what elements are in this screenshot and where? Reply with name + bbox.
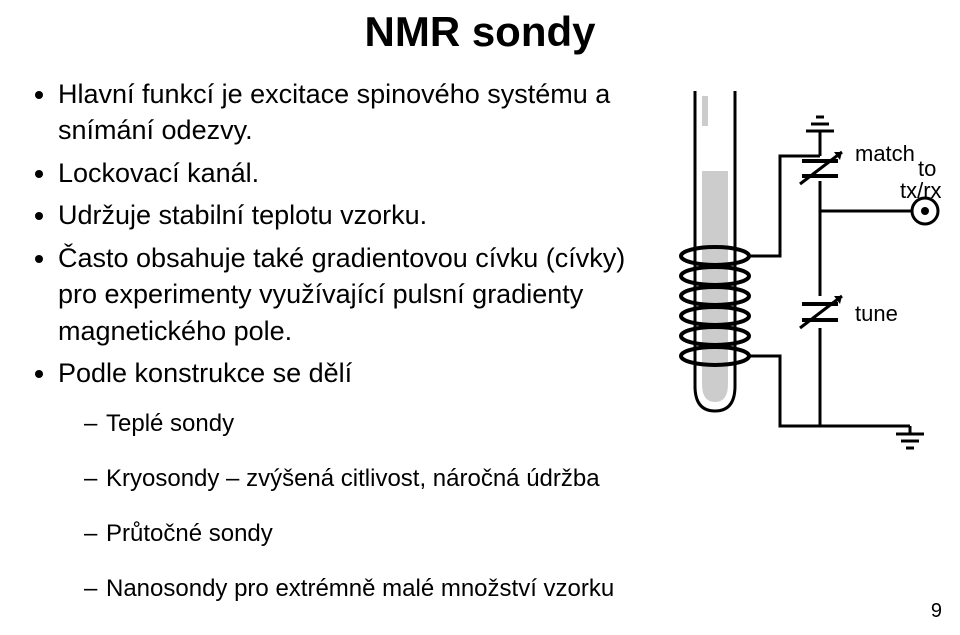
bullet-5-text: Podle konstrukce se dělí <box>58 358 352 388</box>
coil-icon <box>681 247 749 365</box>
bullet-2: Lockovací kanál. <box>58 155 660 191</box>
content-area: Hlavní funkcí je excitace spinového syst… <box>0 76 960 628</box>
bullet-5: Podle konstrukce se dělí Teplé sondy Kry… <box>58 355 660 604</box>
text-column: Hlavní funkcí je excitace spinového syst… <box>40 76 660 628</box>
page-title: NMR sondy <box>0 8 960 56</box>
main-list: Hlavní funkcí je excitace spinového syst… <box>40 76 660 604</box>
bullet-3: Udržuje stabilní teplotu vzorku. <box>58 197 660 233</box>
tune-capacitor-icon <box>800 296 842 328</box>
sub-4: Nanosondy pro extrémně malé množství vzo… <box>84 573 660 604</box>
page-number: 9 <box>931 600 942 623</box>
sub-1: Teplé sondy <box>84 408 660 439</box>
ground-top-icon <box>806 117 834 131</box>
sub-list: Teplé sondy Kryosondy – zvýšená citlivos… <box>58 408 660 605</box>
bullet-4: Často obsahuje také gradientovou cívku (… <box>58 240 660 349</box>
probe-diagram: match tune totx/rx <box>660 76 960 456</box>
bullet-1: Hlavní funkcí je excitace spinového syst… <box>58 76 660 149</box>
sub-2: Kryosondy – zvýšená citlivost, náročná ú… <box>84 463 660 494</box>
diagram-column: match tune totx/rx <box>660 76 940 628</box>
tune-label: tune <box>855 301 898 326</box>
sub-3: Průtočné sondy <box>84 518 660 549</box>
match-label: match <box>855 141 915 166</box>
ground-bottom-icon <box>896 426 924 448</box>
